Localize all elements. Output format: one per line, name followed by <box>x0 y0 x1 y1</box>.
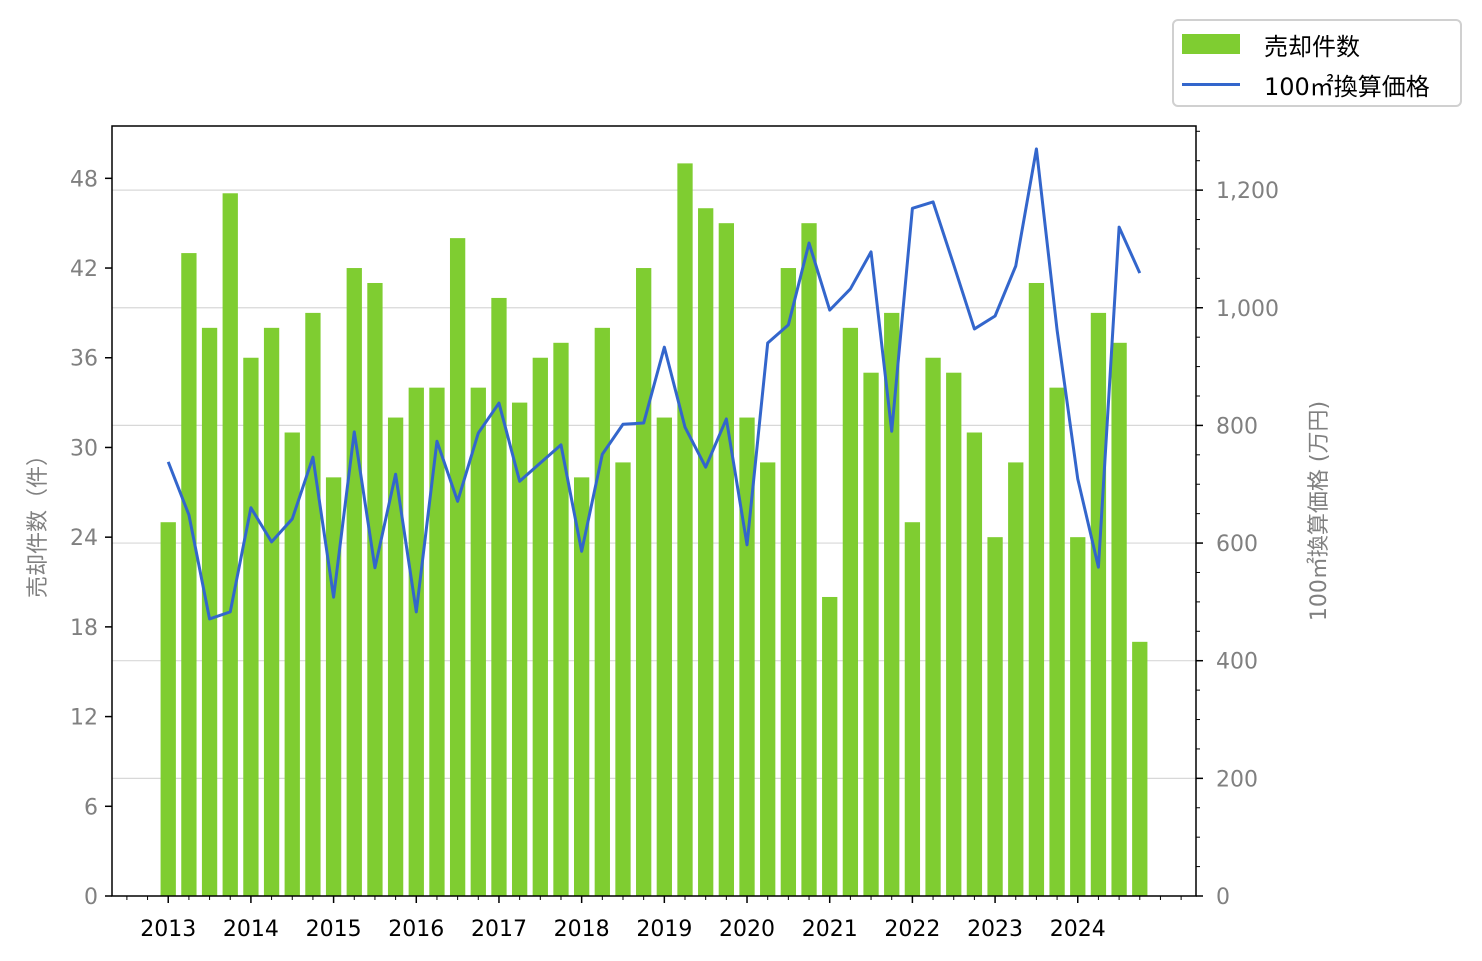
line-series <box>166 147 1142 621</box>
right-tick-label: 1,200 <box>1216 179 1279 204</box>
x-tick-label: 2018 <box>554 917 610 942</box>
legend-swatch-line <box>1182 82 1240 86</box>
x-tick-label: 2019 <box>636 917 692 942</box>
bar <box>1111 342 1127 896</box>
x-tick-label: 2013 <box>140 917 196 942</box>
bar <box>1070 537 1086 896</box>
bar <box>636 268 652 897</box>
x-tick-label: 2024 <box>1050 917 1106 942</box>
x-tick-label: 2022 <box>884 917 940 942</box>
bar <box>946 372 962 896</box>
left-tick-label: 12 <box>70 706 98 731</box>
bar <box>904 522 921 896</box>
legend-label: 100㎡換算価格 <box>1264 72 1430 101</box>
legend-swatch-bar <box>1182 34 1240 54</box>
bar <box>822 596 838 896</box>
right-tick-label: 400 <box>1216 650 1258 675</box>
right-tick-label: 200 <box>1216 767 1258 792</box>
left-tick-label: 48 <box>70 167 98 192</box>
bar <box>884 312 900 897</box>
bar <box>574 477 590 896</box>
bar <box>408 387 424 896</box>
left-tick-label: 30 <box>70 436 98 461</box>
legend-label: 売却件数 <box>1264 32 1360 61</box>
bar <box>1008 462 1024 896</box>
bar <box>243 357 259 896</box>
left-axis-label: 売却件数（件） <box>26 444 51 598</box>
legend-item-bars: 売却件数 <box>1182 26 1360 62</box>
bar <box>160 522 176 896</box>
bar <box>181 253 197 896</box>
bar <box>325 477 342 896</box>
bar <box>615 462 631 896</box>
bar <box>553 342 569 896</box>
left-tick-label: 36 <box>70 347 98 372</box>
bar <box>698 208 714 896</box>
bar <box>842 327 859 896</box>
x-tick-label: 2014 <box>223 917 279 942</box>
bar <box>780 268 797 897</box>
bar <box>801 223 817 897</box>
bar <box>739 417 755 896</box>
right-tick-label: 1,000 <box>1216 297 1279 322</box>
bar <box>346 268 362 897</box>
left-tick-label: 42 <box>70 257 98 282</box>
x-tick-label: 2016 <box>388 917 444 942</box>
bar <box>1132 641 1148 896</box>
left-tick-label: 0 <box>84 885 98 910</box>
bar <box>925 357 941 896</box>
bar <box>863 372 879 896</box>
bar <box>491 297 507 896</box>
bar <box>222 193 238 896</box>
left-tick-label: 24 <box>70 526 98 551</box>
bar <box>718 223 734 897</box>
bar-series <box>160 163 1148 897</box>
left-tick-label: 18 <box>70 616 98 641</box>
x-tick-label: 2021 <box>802 917 858 942</box>
bar <box>367 282 383 896</box>
left-tick-label: 6 <box>84 795 98 820</box>
bar <box>387 417 404 896</box>
x-tick-label: 2020 <box>719 917 775 942</box>
plot-frame <box>111 125 1197 897</box>
bar <box>1090 312 1107 897</box>
bar <box>1049 387 1065 896</box>
legend-item-line: 100㎡換算価格 <box>1182 66 1430 102</box>
right-tick-label: 0 <box>1216 885 1230 910</box>
x-axis: 2013 2014 2015 2016 2017 2018 2019 2020 2021 2022… <box>126 896 1182 942</box>
bar <box>532 357 548 896</box>
price-line <box>166 147 1142 621</box>
bar <box>470 387 486 896</box>
bar <box>429 387 445 896</box>
bar <box>594 327 610 896</box>
bar <box>305 312 321 897</box>
right-axis: 0 200 400 600 800 1,000 1,200 <box>1196 130 1279 910</box>
right-tick-label: 800 <box>1216 414 1258 439</box>
x-tick-label: 2023 <box>967 917 1023 942</box>
bar <box>284 432 300 896</box>
bar <box>760 462 776 896</box>
bar <box>511 402 528 896</box>
bar <box>1028 282 1045 896</box>
x-tick-label: 2015 <box>306 917 362 942</box>
bar <box>656 417 672 896</box>
bar <box>987 537 1003 896</box>
right-axis-label: 100㎡換算価格 (万円) <box>1306 401 1332 621</box>
bar <box>263 327 280 896</box>
legend: 売却件数 100㎡換算価格 <box>1172 19 1462 107</box>
bar <box>449 238 466 896</box>
bar <box>966 432 983 896</box>
right-tick-label: 600 <box>1216 532 1258 557</box>
bar <box>677 163 693 896</box>
x-tick-label: 2017 <box>471 917 527 942</box>
left-axis: 0 6 12 18 24 30 36 42 48 <box>70 167 112 910</box>
